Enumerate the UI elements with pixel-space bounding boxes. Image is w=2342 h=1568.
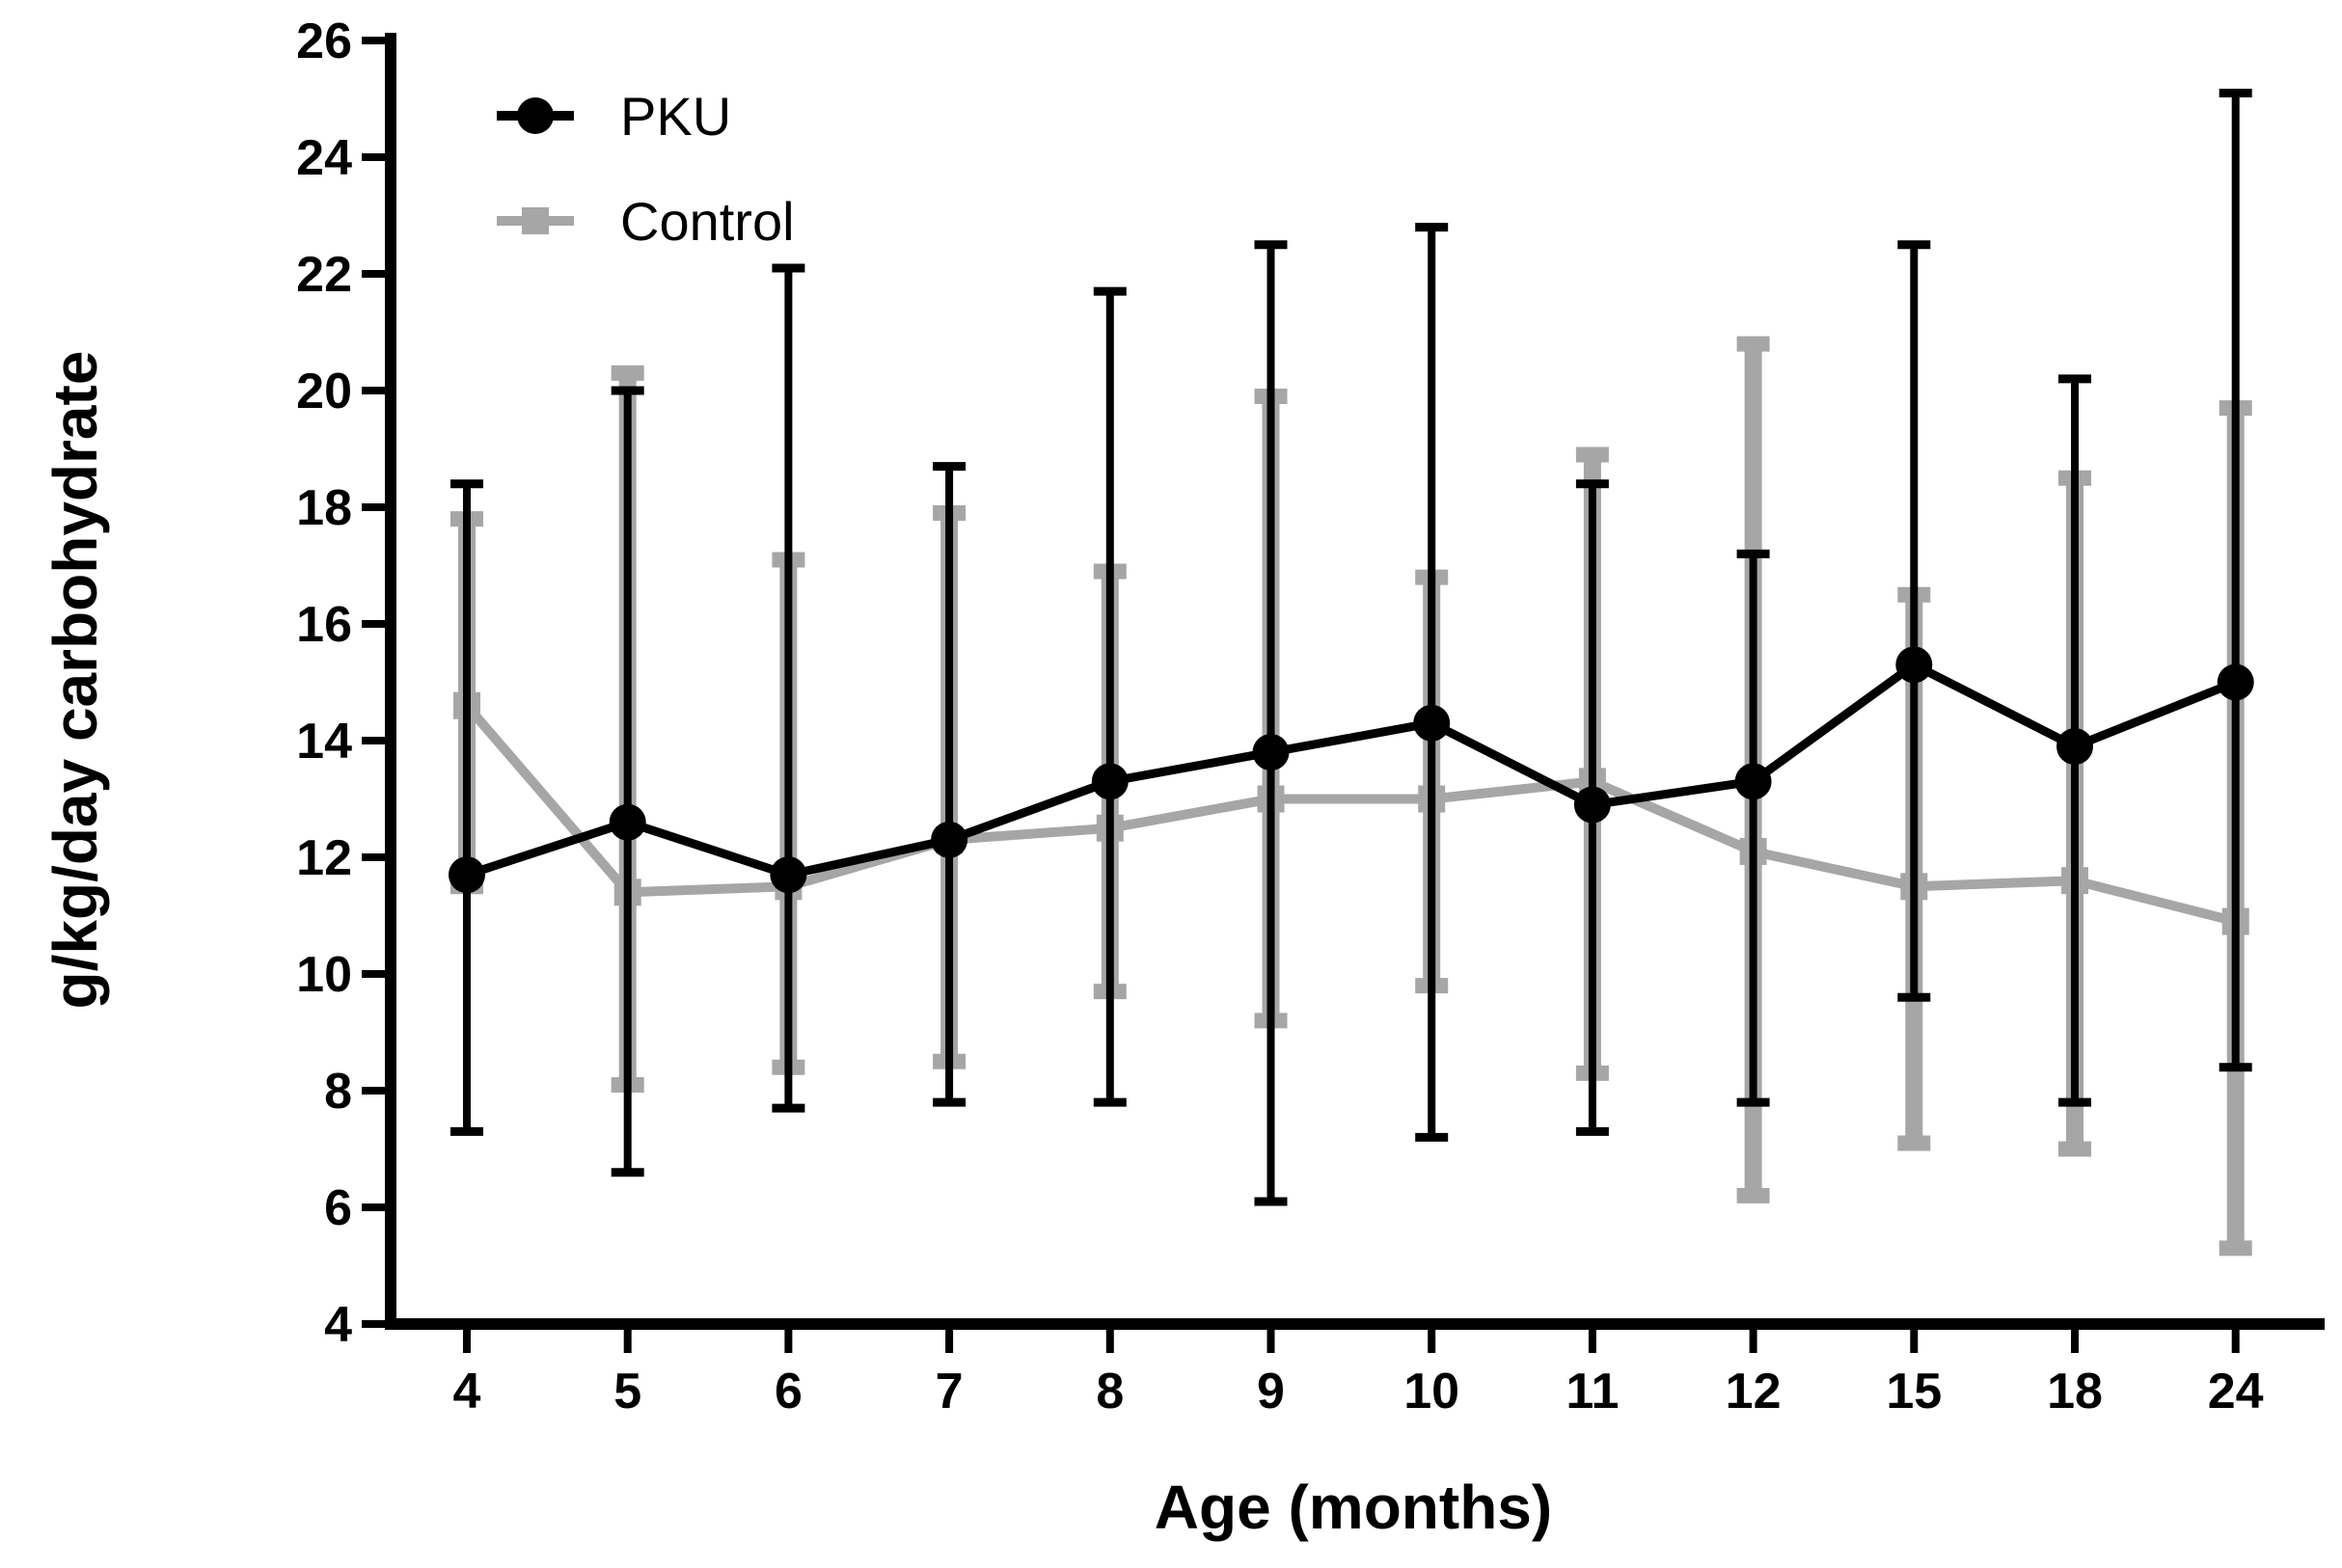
y-tick-label-20: 20 bbox=[296, 364, 352, 419]
pku-point-10 bbox=[1413, 704, 1451, 742]
y-tick-label-18: 18 bbox=[296, 480, 352, 536]
tick-labels: 4 6 8 10 12 14 16 18 20 22 24 26 4 5 6 7 8 9 10 11 12 15 18 24 bbox=[296, 14, 2264, 1419]
y-tick-label-24: 24 bbox=[296, 130, 352, 186]
control-line bbox=[463, 702, 2237, 927]
pku-series bbox=[449, 88, 2254, 1206]
x-axis-title: Age (months) bbox=[1155, 1473, 1552, 1542]
y-tick-label-8: 8 bbox=[324, 1064, 352, 1120]
legend-pku-label: PKU bbox=[620, 86, 731, 147]
control-series bbox=[450, 336, 2252, 1257]
y-tick-label-4: 4 bbox=[324, 1297, 352, 1353]
pku-point-6 bbox=[770, 856, 807, 894]
x-tick-label-18: 18 bbox=[2047, 1364, 2103, 1419]
legend-pku-marker bbox=[517, 97, 554, 134]
y-tick-label-6: 6 bbox=[324, 1180, 352, 1236]
y-tick-label-22: 22 bbox=[296, 247, 352, 303]
x-tick-label-24: 24 bbox=[2208, 1364, 2264, 1419]
legend: PKU Control bbox=[497, 86, 795, 252]
legend-control-marker bbox=[522, 207, 549, 234]
x-tick-label-12: 12 bbox=[1726, 1364, 1782, 1419]
pku-point-5 bbox=[609, 803, 646, 841]
y-tick-label-10: 10 bbox=[296, 947, 352, 1003]
y-tick-label-16: 16 bbox=[296, 597, 352, 653]
y-tick-label-26: 26 bbox=[296, 14, 352, 69]
pku-point-4 bbox=[449, 856, 485, 894]
pku-point-8 bbox=[1091, 763, 1129, 800]
x-tick-label-7: 7 bbox=[936, 1364, 964, 1419]
pku-point-12 bbox=[1734, 763, 1772, 800]
pku-point-9 bbox=[1252, 734, 1290, 771]
y-axis-title: g/kg/day carbohydrate bbox=[41, 351, 110, 1010]
x-tick-label-5: 5 bbox=[613, 1364, 641, 1419]
x-tick-label-9: 9 bbox=[1257, 1364, 1285, 1419]
x-tick-label-10: 10 bbox=[1403, 1364, 1459, 1419]
y-tick-label-14: 14 bbox=[296, 714, 352, 770]
pku-point-11 bbox=[1573, 786, 1611, 824]
pku-line bbox=[465, 660, 2238, 879]
x-tick-label-15: 15 bbox=[1886, 1364, 1942, 1419]
x-tick-label-4: 4 bbox=[453, 1364, 481, 1419]
x-tick-label-8: 8 bbox=[1096, 1364, 1124, 1419]
pku-point-15 bbox=[1895, 646, 1933, 684]
pku-point-24 bbox=[2217, 663, 2254, 701]
x-tick-label-6: 6 bbox=[775, 1364, 803, 1419]
legend-control-label: Control bbox=[620, 191, 795, 252]
pku-point-7 bbox=[931, 821, 968, 858]
y-tick-label-12: 12 bbox=[296, 830, 352, 886]
axes bbox=[362, 33, 2325, 1353]
x-tick-label-11: 11 bbox=[1566, 1364, 1619, 1419]
pku-point-18 bbox=[2056, 728, 2093, 766]
